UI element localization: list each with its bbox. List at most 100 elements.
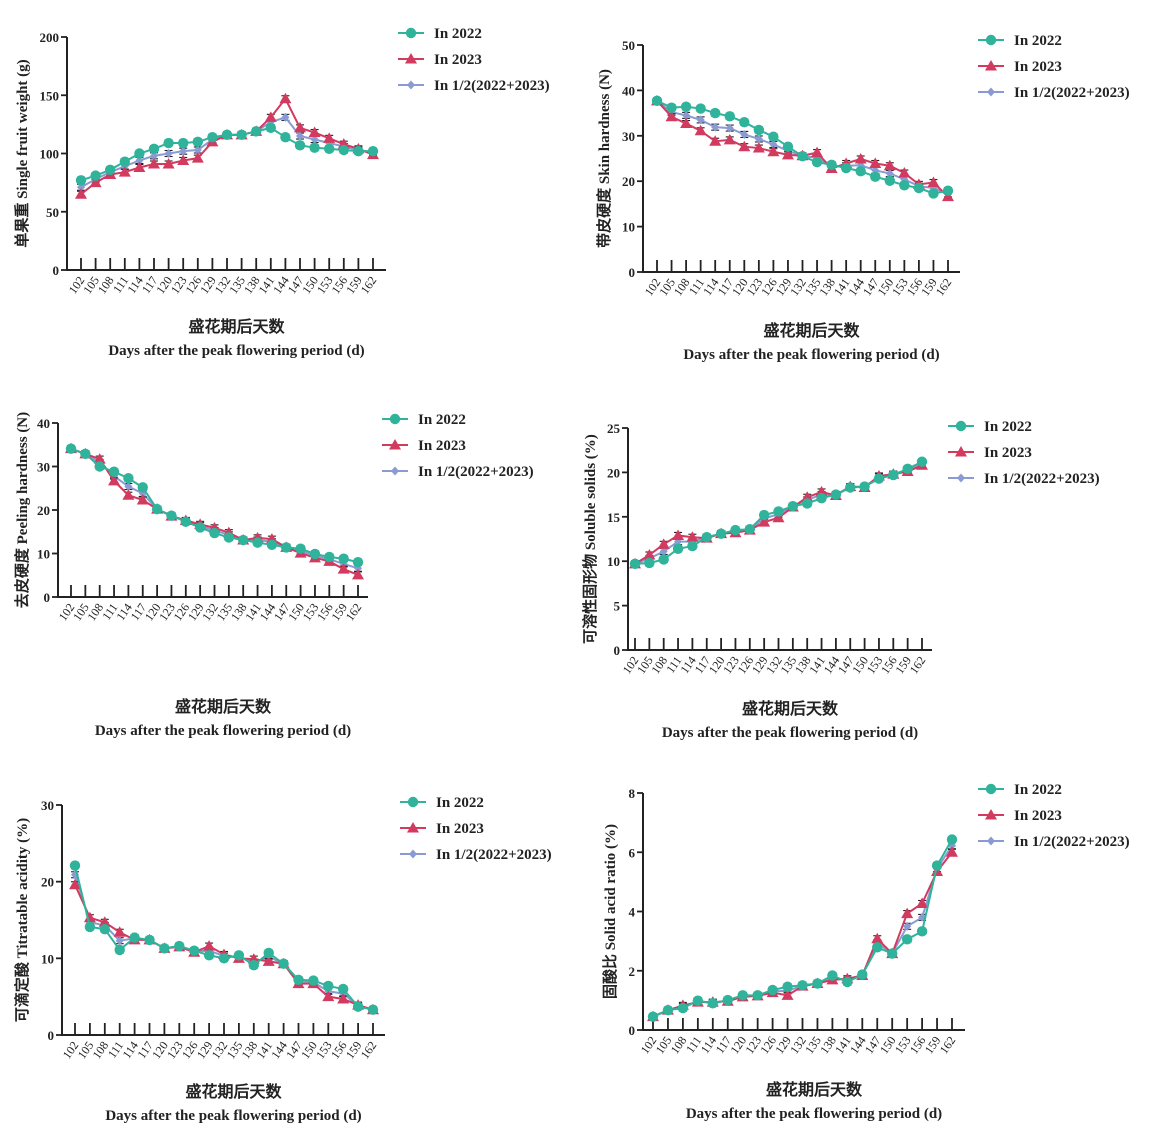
data-point: [722, 994, 733, 1006]
data-point: [75, 175, 87, 186]
data-point: [337, 992, 350, 1004]
x-axis-label-en: Days after the peak flowering period (d): [662, 725, 918, 741]
series-line: [652, 845, 953, 1018]
data-point: [812, 978, 823, 989]
data-point: [859, 481, 870, 492]
y-tick-label: 4: [629, 905, 636, 920]
data-point: [352, 557, 364, 568]
data-point: [164, 149, 173, 158]
data-point: [916, 897, 929, 909]
data-point: [811, 156, 823, 168]
data-point: [737, 990, 748, 1001]
data-point: [872, 942, 883, 953]
data-point: [711, 122, 720, 132]
data-point: [758, 516, 771, 527]
y-tick-label: 30: [622, 129, 635, 144]
data-point: [871, 932, 884, 944]
legend: In 2022 In 2023 In 1/2(2022+2023): [398, 26, 550, 94]
series-2023: [647, 846, 958, 1022]
data-point: [830, 489, 842, 500]
data-point: [840, 162, 852, 174]
x-tick-label: 162: [933, 276, 955, 299]
data-point: [367, 145, 379, 157]
y-tick-label: 10: [37, 547, 50, 562]
data-point: [857, 969, 868, 980]
x-axis-label-cn: 盛花期后天数: [742, 699, 839, 718]
data-point: [263, 947, 274, 959]
x-tick-label: 162: [358, 274, 380, 297]
data-point: [901, 907, 914, 919]
x-axis-label-cn: 盛花期后天数: [763, 321, 860, 340]
data-point: [115, 936, 124, 946]
data-point: [293, 974, 304, 985]
data-point: [233, 950, 245, 961]
data-point: [902, 463, 913, 475]
axes: [642, 793, 965, 1031]
legend-label: In 2023: [1014, 808, 1062, 824]
x-tick-label: 162: [343, 601, 365, 624]
data-point: [218, 953, 230, 964]
data-point: [89, 176, 102, 188]
data-point: [677, 1002, 689, 1014]
data-point: [887, 948, 898, 959]
data-point: [322, 990, 335, 1002]
legend-label: In 1/2(2022+2023): [1014, 834, 1130, 850]
data-point: [769, 139, 778, 149]
data-point: [324, 551, 335, 563]
data-point: [280, 131, 291, 143]
y-axis-label-en: Solid acid ratio (%): [603, 824, 619, 950]
y-axis-label-cn: 带皮硬度: [595, 184, 613, 248]
legend-marker: [405, 27, 417, 39]
data-point: [854, 152, 867, 164]
data-point: [194, 522, 206, 533]
data-point: [767, 145, 780, 157]
series-2023: [75, 92, 379, 199]
data-point: [177, 154, 190, 165]
chart-skin-hardness: 0102030405010210510811111411712012312612…: [595, 33, 1130, 363]
data-point: [309, 548, 321, 560]
legend-label: In 2022: [1014, 33, 1062, 49]
data-point: [916, 456, 928, 467]
data-point: [114, 944, 125, 956]
legend-label: In 1/2(2022+2023): [434, 78, 550, 94]
data-point: [781, 989, 794, 1000]
data-point: [873, 473, 885, 484]
data-point: [144, 934, 155, 946]
legend-label: In 2022: [1014, 782, 1062, 798]
data-point: [782, 141, 794, 152]
data-point: [672, 529, 685, 540]
x-axis-label-en: Days after the peak flowering period (d): [686, 1106, 942, 1122]
data-point: [710, 107, 721, 119]
legend-marker: [985, 60, 997, 71]
legend-marker: [407, 822, 419, 833]
y-axis-label: 单果重 Single fruit weight (g): [13, 59, 31, 247]
data-point: [885, 168, 894, 178]
legend-marker: [409, 849, 417, 859]
data-point: [899, 180, 910, 191]
data-point: [768, 131, 779, 142]
axes: [61, 805, 385, 1036]
legend-label: In 1/2(2022+2023): [1014, 85, 1130, 101]
data-point: [723, 133, 736, 145]
y-tick-label: 20: [37, 503, 50, 518]
data-point: [884, 175, 895, 186]
legend-marker: [985, 809, 997, 820]
chart-single-fruit-weight: 0501001502001021051081111141171201231261…: [13, 26, 550, 359]
legend-marker: [985, 34, 997, 46]
data-point: [118, 166, 131, 177]
data-point: [338, 983, 349, 995]
data-point: [265, 122, 276, 134]
legend: In 2022 In 2023 In 1/2(2022+2023): [978, 782, 1130, 850]
data-point: [108, 474, 121, 486]
y-axis-label-en: Soluble solids (%): [583, 434, 599, 550]
data-point: [163, 137, 174, 149]
data-point: [352, 1001, 364, 1012]
y-tick-label: 0: [629, 265, 636, 280]
data-point: [888, 469, 899, 481]
data-point: [105, 164, 116, 176]
data-point: [869, 157, 882, 168]
y-tick-label: 0: [44, 590, 51, 605]
data-point: [338, 553, 349, 564]
data-point: [782, 981, 793, 992]
